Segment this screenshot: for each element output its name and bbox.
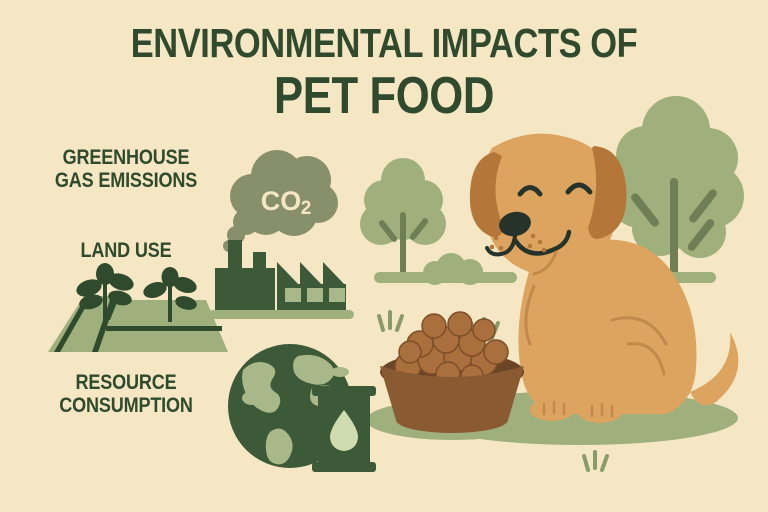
dog-mouth-left <box>485 246 503 257</box>
dog-paw-left <box>530 399 574 421</box>
co2-label: CO <box>261 186 302 216</box>
dog-body-line <box>626 342 666 376</box>
dog-eye-left <box>517 185 543 197</box>
label-resource-consumption: RESOURCE CONSUMPTION <box>59 371 193 417</box>
dog-haunch-line <box>610 316 668 346</box>
plant-seedling-left-icon <box>76 263 134 326</box>
tree-left-icon <box>360 158 517 285</box>
dog-ear-left <box>469 152 504 237</box>
bowl-base <box>396 407 508 433</box>
dog-tail <box>690 332 739 406</box>
dog-food-bowl <box>380 311 524 433</box>
dog-cheek-line <box>532 250 558 276</box>
dog-whisker-dots <box>489 233 547 253</box>
dog-nose <box>499 211 531 237</box>
oil-drum-icon <box>312 386 376 472</box>
dog-mouth-right <box>512 229 572 256</box>
factory-icon <box>208 240 354 319</box>
label-land-use: LAND USE <box>80 239 172 262</box>
dog-front-leg-right <box>582 336 617 410</box>
co2-subscript: 2 <box>301 198 312 219</box>
dog-paw-toes <box>542 400 614 418</box>
label-greenhouse-gas-emissions: GREENHOUSE GAS EMISSIONS <box>54 146 198 192</box>
dog-chest-line <box>524 284 536 346</box>
dog-eye-right <box>565 182 593 195</box>
dog-paw-right <box>578 401 622 423</box>
dog-front-leg-left <box>534 330 571 408</box>
dog-haunch <box>611 329 690 414</box>
kibble <box>394 311 509 388</box>
dog-ear-right <box>588 146 627 239</box>
plant-seedling-right-icon <box>143 267 197 322</box>
